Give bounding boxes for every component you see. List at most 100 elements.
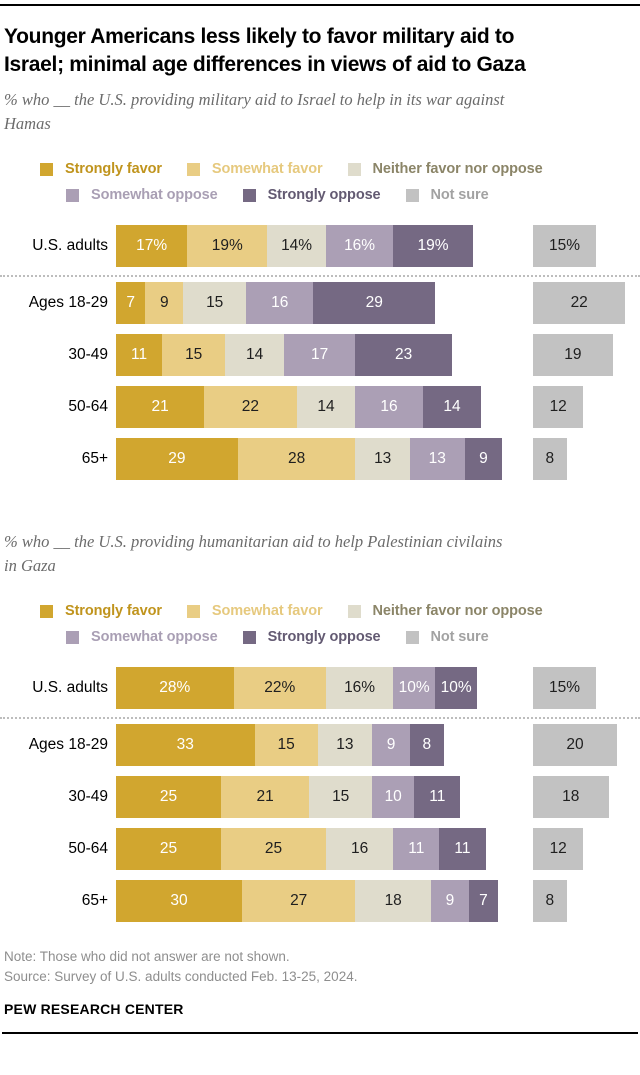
row-label: 65+ [81, 450, 108, 468]
bar-segment: 14% [267, 225, 326, 268]
chart-section-2: % who __ the U.S. providing humanitarian… [0, 530, 640, 923]
bar-segment: 18 [355, 880, 431, 923]
legend-label: Strongly oppose [267, 629, 381, 646]
bar-segment: 17% [116, 225, 188, 268]
bar-segment: 17 [283, 334, 356, 377]
legend-swatch-icon [40, 162, 53, 176]
legend-item: Somewhat favor [186, 161, 323, 178]
legend-label: Somewhat oppose [91, 187, 218, 204]
bar-segment: 9 [430, 880, 469, 923]
brand-text: PEW RESEARCH CENTER [4, 1001, 184, 1018]
row-label: 65+ [81, 892, 108, 910]
chart-section-1: % who __ the U.S. providing military aid… [0, 88, 640, 481]
bar-row: U.S. adults 28% 22% 16% 10% 10% 15% [0, 667, 640, 710]
bar-segment: 9 [145, 282, 184, 325]
legend-item: Neither favor nor oppose [347, 603, 543, 620]
bar-segment: 16 [355, 386, 423, 429]
bar-segment: 10% [393, 667, 436, 710]
row-label: U.S. adults [32, 679, 108, 697]
legend-swatch-icon [40, 604, 53, 618]
legend-swatch-icon [405, 188, 419, 202]
bar-segment: 15 [162, 334, 226, 377]
bar-segment: 21 [116, 386, 205, 429]
not-sure-box: 22 [533, 282, 626, 325]
legend-swatch-icon [405, 630, 419, 644]
bar-segment: 14 [225, 334, 284, 377]
chart-subtitle: % who __ the U.S. providing military aid… [4, 90, 505, 133]
not-sure-box: 19 [533, 334, 613, 377]
legend-row: Strongly favor Somewhat favor Neither favo… [40, 603, 640, 619]
bar-segment: 16 [246, 282, 314, 325]
bar-segment: 14 [422, 386, 482, 429]
dotted-separator [0, 717, 640, 720]
bar-row: Ages 18-29 7 9 15 16 29 22 [0, 282, 640, 325]
bar-row: 30-49 11 15 14 17 23 19 [0, 334, 640, 377]
legend-label: Somewhat favor [211, 161, 323, 178]
charts-container: % who __ the U.S. providing military aid… [0, 88, 640, 923]
legend-item: Neither favor nor oppose [347, 161, 543, 178]
legend-swatch-icon [186, 604, 200, 618]
not-sure-box: 8 [533, 880, 567, 923]
bar-segment: 10% [435, 667, 478, 710]
bar-segment: 8 [409, 724, 444, 767]
bar-segment: 13 [409, 438, 465, 481]
bar-segment: 7 [116, 282, 146, 325]
bar-segment: 13 [317, 724, 373, 767]
not-sure-box: 15% [533, 225, 596, 268]
bar-segment: 9 [372, 724, 410, 767]
bar-segment: 16% [325, 667, 394, 710]
bar-segment: 29 [313, 282, 436, 325]
bar-segment: 19% [187, 225, 268, 268]
legend-swatch-icon [242, 630, 256, 644]
bar-row: U.S. adults 17% 19% 14% 16% 19% 15% [0, 225, 640, 268]
bar-segment: 11 [393, 828, 440, 871]
bar-segment: 23 [355, 334, 452, 377]
bar-segment: 15 [183, 282, 247, 325]
stacked-bar: 30 27 18 9 7 [116, 880, 499, 923]
bar-row: 30-49 25 21 15 10 11 18 [0, 776, 640, 819]
bar-segment: 7 [468, 880, 499, 923]
bar-segment: 25 [116, 776, 221, 819]
bottom-rule [2, 1032, 638, 1035]
not-sure-box: 15% [533, 667, 596, 710]
not-sure-box: 8 [533, 438, 567, 481]
bar-segment: 30 [116, 880, 242, 923]
source-text: Source: Survey of U.S. adults conducted … [4, 968, 358, 984]
legend-swatch-icon [66, 188, 79, 202]
legend-item: Somewhat oppose [66, 187, 218, 203]
bar-segment: 11 [439, 828, 486, 871]
stacked-bar: 25 21 15 10 11 [116, 776, 461, 819]
top-rule [0, 4, 640, 6]
legend-item: Strongly oppose [242, 187, 381, 203]
bar-segment: 11 [414, 776, 461, 819]
stacked-bar: 25 25 16 11 11 [116, 828, 486, 871]
bar-segment: 9 [464, 438, 503, 481]
row-label: 50-64 [68, 398, 108, 416]
chart-title: Younger Americans less likely to favor m… [4, 25, 526, 76]
stacked-bar: 17% 19% 14% 16% 19% [116, 225, 473, 268]
row-label: 30-49 [68, 346, 108, 364]
row-label: Ages 18-29 [28, 736, 108, 754]
legend: Strongly favor Somewhat favor Neither favo… [0, 161, 640, 203]
row-label: 50-64 [68, 840, 108, 858]
not-sure-box: 12 [533, 828, 584, 871]
legend-label: Neither favor nor oppose [372, 603, 543, 620]
legend-row: Somewhat oppose Strongly oppose Not sure [66, 629, 640, 645]
bar-row: 50-64 21 22 14 16 14 12 [0, 386, 640, 429]
legend-item: Not sure [405, 629, 489, 645]
legend-item: Strongly oppose [242, 629, 381, 646]
stacked-bar: 21 22 14 16 14 [116, 386, 482, 429]
legend-row: Strongly favor Somewhat favor Neither favo… [40, 161, 640, 177]
bar-row: 65+ 30 27 18 9 7 8 [0, 880, 640, 923]
legend: Strongly favor Somewhat favor Neither favo… [0, 603, 640, 645]
row-label: U.S. adults [32, 237, 108, 255]
stacked-bar: 11 15 14 17 23 [116, 334, 452, 377]
row-label: 30-49 [68, 788, 108, 806]
bar-segment: 29 [116, 438, 238, 481]
legend-item: Somewhat favor [186, 603, 323, 619]
legend-label: Neither favor nor oppose [372, 161, 543, 178]
stacked-bar: 29 28 13 13 9 [116, 438, 503, 481]
bar-segment: 15 [254, 724, 318, 767]
stacked-bar: 28% 22% 16% 10% 10% [116, 667, 478, 710]
